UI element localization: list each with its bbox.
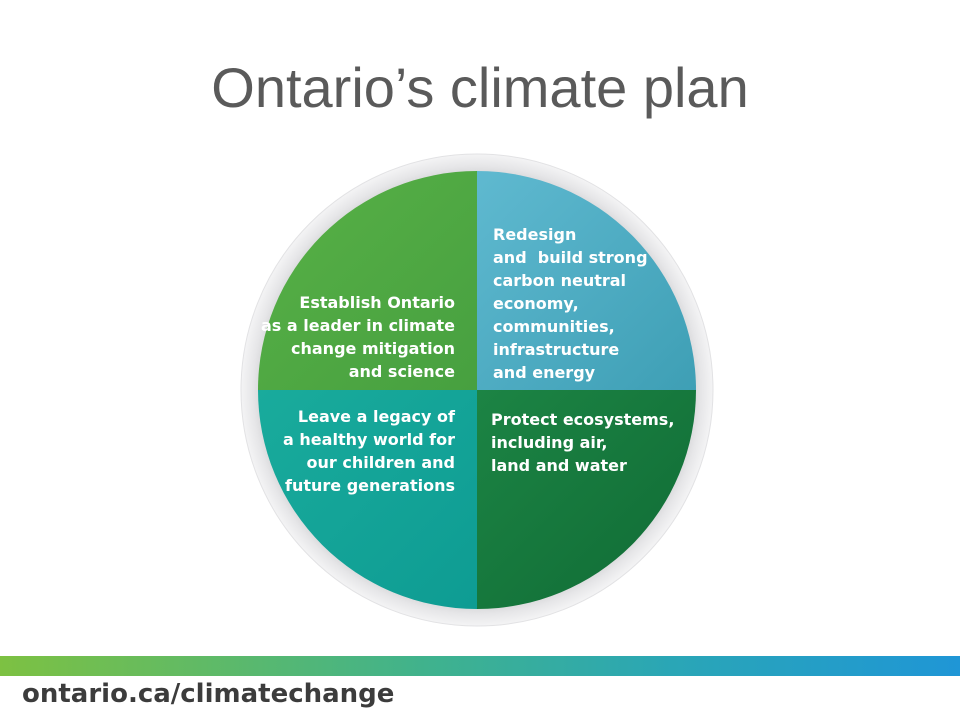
quadrant-top-right-line: economy, xyxy=(493,294,579,313)
quadrant-top-right-line: and build strong xyxy=(493,248,648,267)
quadrant-bottom-left xyxy=(258,390,477,609)
quadrant-top-right-line: Redesign xyxy=(493,225,577,244)
quadrant-bottom-right-line: Protect ecosystems, xyxy=(491,410,675,429)
quadrant-top-right-line: carbon neutral xyxy=(493,271,627,290)
quadrant-top-right-text: Redesign and build strong carbon neutral… xyxy=(493,223,648,384)
quadrant-top-right-line: communities, xyxy=(493,317,615,336)
page-title: Ontario’s climate plan xyxy=(211,56,749,119)
quadrant-top-left-line: Establish Ontario xyxy=(299,293,455,312)
quadrant-top-left xyxy=(258,171,477,390)
quadrant-bottom-right-line: land and water xyxy=(491,456,627,475)
quadrant-bottom-right-line: including air, xyxy=(491,433,608,452)
footer-gradient-stripe xyxy=(0,656,960,676)
quadrant-top-right-line: infrastructure xyxy=(493,340,620,359)
quadrant-bottom-left-line: a healthy world for xyxy=(283,430,455,449)
quadrant-bottom-left-line: future generations xyxy=(285,476,455,495)
quadrant-top-left-line: as a leader in climate xyxy=(260,316,455,335)
quadrant-top-left-line: change mitigation xyxy=(291,339,455,358)
quadrant-top-right xyxy=(477,171,696,390)
quadrant-top-left-line: and science xyxy=(348,362,455,381)
quadrant-top-left-text: Establish Ontario as a leader in climate… xyxy=(261,291,455,383)
quadrant-bottom-left-line: our children and xyxy=(306,453,455,472)
footer-url-link[interactable]: ontario.ca/climatechange xyxy=(22,679,395,709)
quadrant-bottom-right-text: Protect ecosystems, including air, land … xyxy=(491,408,674,477)
quadrant-top-right-line: and energy xyxy=(493,363,596,382)
quadrant-bottom-left-text: Leave a legacy of a healthy world for ou… xyxy=(283,405,455,497)
quadrant-bottom-left-line: Leave a legacy of xyxy=(297,407,455,426)
quadrant-bottom-right xyxy=(477,390,696,609)
